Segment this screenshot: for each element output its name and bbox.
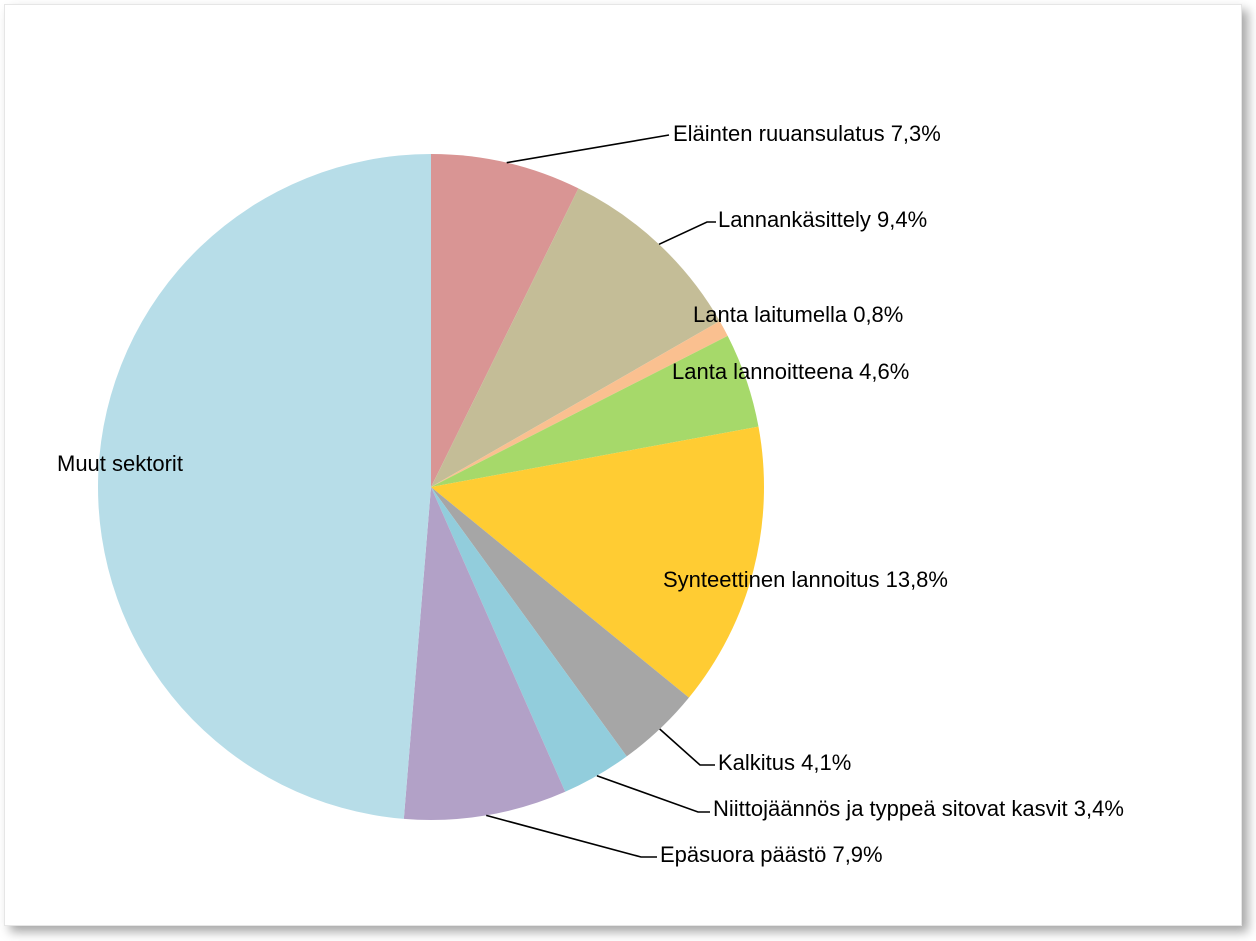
slice-label-lanta-lannoitteena: Lanta lannoitteena 4,6% <box>672 359 909 384</box>
leader-kalkitus <box>659 728 715 766</box>
slice-kalkitus <box>431 487 689 757</box>
slice-epasuora-paasto <box>403 487 566 821</box>
slice-lanta-laitumella <box>431 321 728 487</box>
slice-elainten-ruuansulatus <box>431 154 579 487</box>
leader-epasuora-paasto <box>485 814 657 858</box>
slice-muut-sektorit <box>97 154 432 819</box>
slice-lanta-lannoitteena <box>431 335 759 487</box>
slice-label-elainten-ruuansulatus: Eläinten ruuansulatus 7,3% <box>673 121 941 146</box>
slice-lannankasittely <box>431 188 720 488</box>
slice-niittojaannos <box>431 487 627 792</box>
slice-synteettinen-lannoitus <box>431 426 765 698</box>
slice-labels: Eläinten ruuansulatus 7,3% Lannankäsitte… <box>57 121 1124 867</box>
slice-label-synteettinen-lannoitus: Synteettinen lannoitus 13,8% <box>663 567 948 592</box>
leader-lannankasittely <box>658 221 716 246</box>
leader-elainten-ruuansulatus <box>506 134 670 164</box>
slice-label-kalkitus: Kalkitus 4,1% <box>718 750 851 775</box>
slice-label-epasuora-paasto: Epäsuora päästö 7,9% <box>660 842 883 867</box>
leader-niittojaannos <box>596 774 710 813</box>
slice-label-lanta-laitumella: Lanta laitumella 0,8% <box>693 302 903 327</box>
slice-label-lannankasittely: Lannankäsittely 9,4% <box>718 207 927 232</box>
leader-lines <box>485 134 716 858</box>
slice-label-muut-sektorit: Muut sektorit <box>57 451 183 476</box>
pie-slices <box>97 154 765 821</box>
slice-label-niittojaannos: Niittojäännös ja typpeä sitovat kasvit 3… <box>713 796 1124 821</box>
